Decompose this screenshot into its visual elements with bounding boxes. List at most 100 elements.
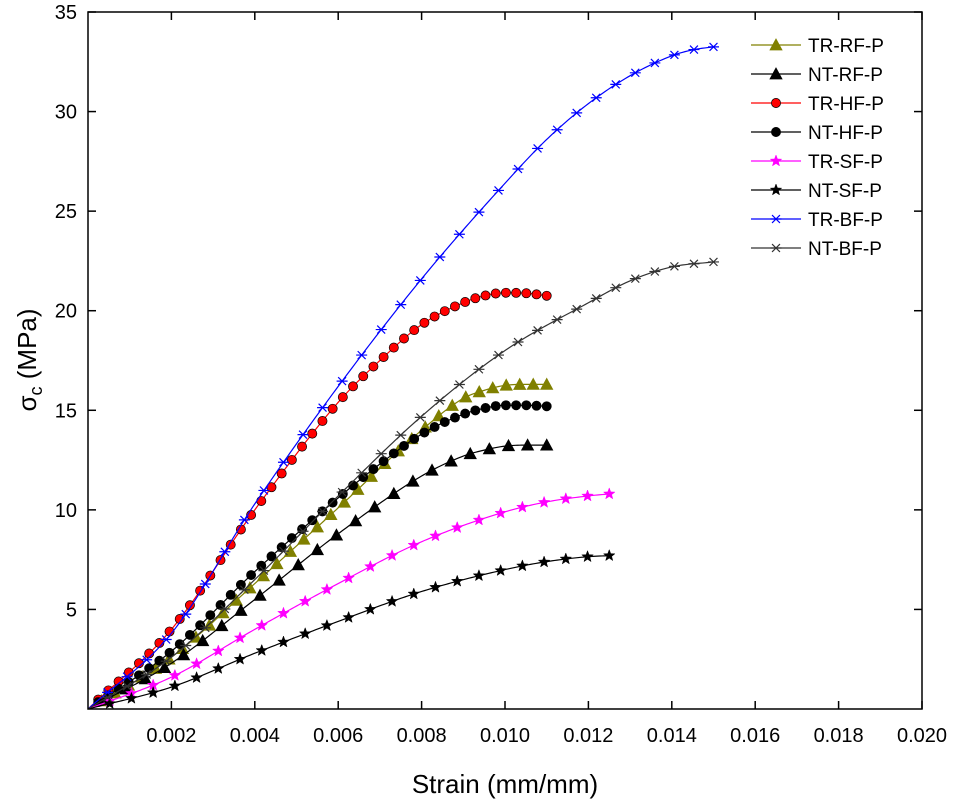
data-point (238, 585, 250, 595)
data-point (348, 480, 358, 491)
data-point (590, 93, 602, 103)
data-point (184, 600, 195, 611)
legend-marker (770, 243, 782, 253)
legend-item-nt-sf-p: NT-SF-P (751, 181, 882, 202)
data-point (511, 287, 522, 298)
legend: TR-RF-P NT-RF-P TR-HF-P NT-HF-P TR-SF-P NT-SF… (751, 36, 884, 260)
data-point (490, 288, 501, 299)
y-axis-title: σc (MPa) (12, 308, 46, 411)
x-tick-label: 0.008 (397, 725, 447, 747)
data-point (602, 548, 616, 562)
data-point (409, 433, 420, 444)
data-point (160, 635, 172, 644)
legend-item-nt-bf-p: NT-BF-P (751, 239, 882, 260)
data-point (190, 670, 203, 684)
y-axis-unit: (MPa) (12, 308, 42, 386)
data-point (511, 400, 522, 411)
data-point (541, 290, 552, 301)
data-point (486, 381, 500, 394)
data-point (256, 569, 271, 582)
data-point (368, 361, 379, 372)
data-point (258, 486, 270, 495)
data-point (395, 430, 407, 440)
data-point (434, 396, 446, 406)
data-point (473, 207, 485, 217)
data-point (310, 520, 325, 533)
data-point (337, 392, 348, 403)
data-point (515, 500, 529, 513)
data-point (472, 569, 486, 582)
x-tick-label: 0.014 (647, 725, 697, 747)
data-point (286, 454, 297, 465)
data-point (429, 580, 442, 593)
data-point (348, 381, 358, 392)
data-point (521, 400, 532, 411)
data-point (551, 125, 563, 135)
data-point (429, 529, 442, 542)
data-point (141, 655, 153, 665)
data-point (174, 614, 185, 624)
data-point (453, 229, 465, 239)
data-point (480, 403, 491, 413)
data-point (490, 401, 501, 412)
data-point (406, 474, 420, 487)
data-point (551, 315, 563, 324)
data-point (590, 294, 602, 303)
data-point (307, 515, 318, 526)
x-axis-title: Strain (mm/mm) (412, 769, 598, 799)
x-tick-label: 0.020 (897, 725, 947, 747)
legend-label: NT-HF-P (808, 123, 883, 144)
legend-marker (769, 38, 783, 51)
data-point (160, 656, 172, 666)
data-point (327, 403, 338, 414)
series-nt-bf-p (87, 257, 719, 710)
data-point (180, 641, 192, 650)
data-point (450, 301, 460, 312)
data-point (337, 495, 352, 508)
x-axis-ticks: 0.002 0.004 0.006 0.008 0.010 0.012 0.014 0.016… (146, 12, 947, 747)
y-tick-label: 5 (66, 599, 77, 621)
data-point (581, 550, 594, 563)
data-point (215, 618, 229, 632)
data-point (500, 400, 511, 411)
y-axis-subscript: c (26, 386, 46, 395)
y-axis-ticks: 5 10 15 20 25 30 35 (55, 2, 922, 621)
data-point (253, 588, 267, 601)
data-point (121, 672, 133, 682)
data-point (688, 259, 700, 269)
data-point (439, 306, 450, 317)
data-point (439, 417, 450, 427)
data-point (297, 441, 308, 452)
legend-marker (771, 98, 781, 108)
data-point (463, 446, 477, 460)
data-point (211, 661, 225, 674)
data-point (286, 533, 297, 544)
data-point (270, 556, 284, 570)
data-point (399, 440, 409, 451)
data-point (520, 438, 535, 451)
data-point (146, 685, 160, 699)
data-point (602, 487, 616, 500)
legend-item-tr-sf-p: TR-SF-P (751, 152, 883, 173)
data-point (219, 604, 231, 614)
data-point (317, 403, 329, 413)
data-point (399, 333, 409, 344)
legend-label: TR-SF-P (808, 152, 883, 173)
data-point (364, 469, 378, 482)
data-point (387, 486, 401, 500)
data-point (378, 456, 389, 467)
data-point (649, 58, 661, 68)
data-point (708, 42, 719, 52)
data-point (246, 570, 257, 580)
data-point (537, 555, 551, 568)
data-point (356, 468, 368, 478)
data-point (425, 463, 439, 476)
data-point (492, 186, 504, 195)
data-point (388, 448, 399, 459)
data-point (258, 566, 270, 576)
data-point (255, 618, 269, 631)
data-point (453, 380, 465, 389)
data-point (610, 283, 622, 293)
data-point (363, 559, 377, 573)
